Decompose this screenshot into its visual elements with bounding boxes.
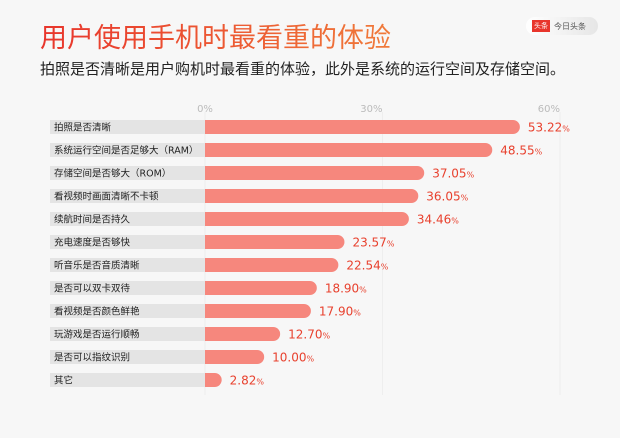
bar bbox=[205, 212, 409, 226]
category-label: 是否可以双卡双待 bbox=[54, 283, 131, 295]
value-label: 37.05% bbox=[432, 167, 474, 181]
category-label: 其它 bbox=[54, 375, 73, 387]
bar bbox=[205, 166, 425, 180]
bar bbox=[205, 281, 317, 295]
category-label: 拍照是否清晰 bbox=[54, 122, 112, 134]
bar bbox=[205, 120, 520, 134]
category-label: 听音乐是否音质清晰 bbox=[54, 260, 140, 272]
category-bg bbox=[50, 258, 205, 272]
value-label: 48.55% bbox=[500, 144, 542, 158]
subtitle: 拍照是否清晰是用户购机时最看重的体验，此外是系统的运行空间及存储空间。 bbox=[40, 60, 566, 78]
value-label: 34.46% bbox=[417, 213, 459, 227]
tick-label: 0% bbox=[197, 104, 213, 115]
category-bg bbox=[50, 304, 205, 318]
value-label: 18.90% bbox=[325, 282, 367, 296]
category-bg bbox=[50, 373, 205, 387]
category-bg bbox=[50, 327, 205, 341]
value-label: 22.54% bbox=[346, 259, 388, 273]
category-label: 看视频时画面清晰不卡顿 bbox=[54, 191, 159, 203]
category-bg bbox=[50, 350, 205, 364]
bar bbox=[205, 189, 419, 203]
tick-label: 60% bbox=[538, 104, 560, 115]
bar bbox=[205, 258, 339, 272]
category-label: 看视频是否颜色鲜艳 bbox=[54, 306, 140, 318]
category-label: 充电速度是否够快 bbox=[54, 237, 131, 249]
bar bbox=[205, 373, 222, 387]
logo-mark: 头条 bbox=[532, 20, 550, 32]
category-bg bbox=[50, 235, 205, 249]
bar bbox=[205, 304, 311, 318]
bar bbox=[205, 350, 265, 364]
category-label: 系统运行空间是否足够大（RAM） bbox=[54, 145, 198, 157]
bar bbox=[205, 235, 345, 249]
category-bg bbox=[50, 212, 205, 226]
category-label: 存储空间是否够大（ROM） bbox=[54, 168, 171, 180]
value-label: 12.70% bbox=[288, 328, 330, 342]
category-label: 是否可以指纹识别 bbox=[54, 352, 130, 364]
value-label: 23.57% bbox=[352, 236, 394, 250]
bar bbox=[205, 143, 493, 157]
page-title: 用户使用手机时最看重的体验 bbox=[40, 16, 391, 55]
category-label: 续航时间是否持久 bbox=[54, 214, 131, 226]
category-bg bbox=[50, 120, 205, 134]
logo: 头条 今日头条 bbox=[526, 17, 598, 35]
category-bg bbox=[50, 189, 205, 203]
logo-text: 今日头条 bbox=[554, 21, 586, 31]
bar bbox=[205, 327, 281, 341]
category-bg bbox=[50, 281, 205, 295]
value-label: 17.90% bbox=[319, 305, 361, 319]
value-label: 36.05% bbox=[426, 190, 468, 204]
value-label: 10.00% bbox=[272, 351, 314, 365]
value-label: 53.22% bbox=[528, 121, 570, 135]
tick-label: 30% bbox=[360, 104, 382, 115]
category-bg bbox=[50, 143, 205, 157]
category-label: 玩游戏是否运行顺畅 bbox=[54, 329, 140, 341]
value-label: 2.82% bbox=[230, 374, 265, 388]
category-bg bbox=[50, 166, 205, 180]
